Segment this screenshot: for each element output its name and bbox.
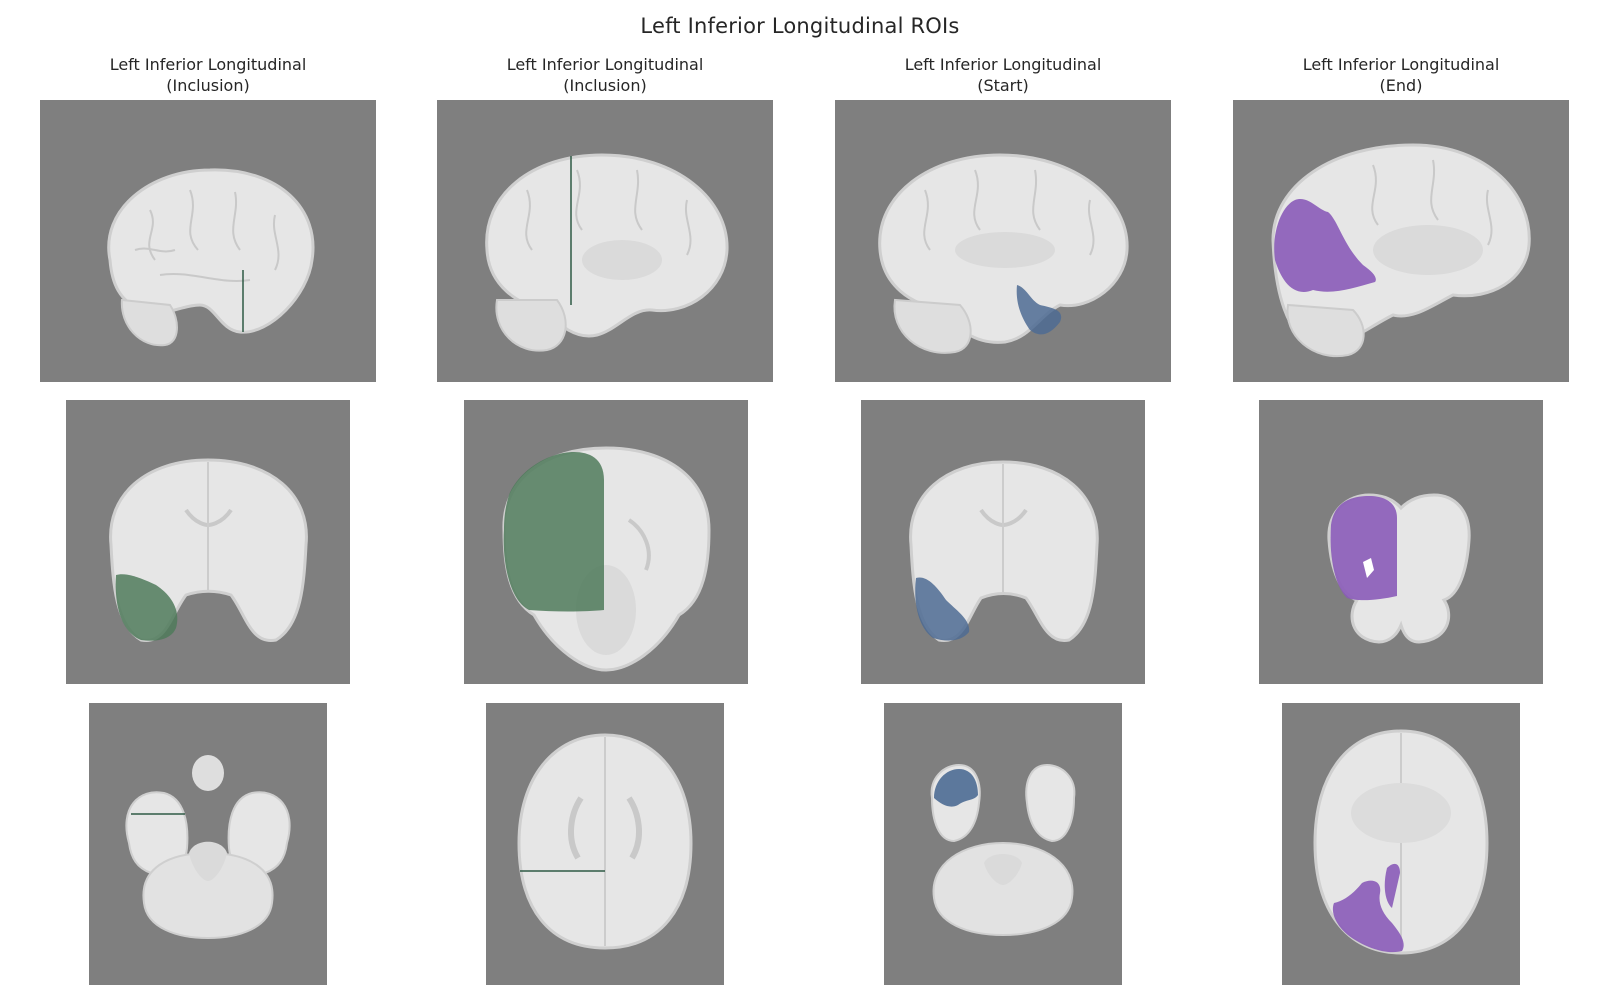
column-title-4-line2: (End) — [1379, 76, 1423, 95]
end-roi-overlay — [1332, 880, 1404, 953]
axial-slice-image — [125, 755, 291, 940]
inclusion-roi-overlay — [115, 574, 178, 641]
panel-axial-col2 — [486, 703, 724, 985]
column-title-4-line1: Left Inferior Longitudinal — [1302, 55, 1500, 74]
start-roi-overlay — [934, 769, 978, 807]
figure-title: Left Inferior Longitudinal ROIs — [640, 14, 960, 38]
panel-sagittal-col4 — [1233, 100, 1569, 382]
panel-sagittal-col1 — [40, 100, 376, 382]
start-roi-overlay — [915, 577, 970, 641]
sagittal-slice-image — [1271, 143, 1531, 358]
panel-coronal-col1 — [66, 400, 350, 684]
panel-coronal-col2 — [464, 400, 748, 684]
panel-coronal-col3 — [861, 400, 1145, 684]
axial-slice-image — [517, 733, 693, 950]
start-roi-overlay — [1016, 285, 1062, 335]
panel-axial-col3 — [884, 703, 1122, 985]
coronal-slice-image — [909, 460, 1099, 642]
column-title-2-line1: Left Inferior Longitudinal — [506, 55, 704, 74]
column-title-1-line1: Left Inferior Longitudinal — [109, 55, 307, 74]
column-title-2-line2: (Inclusion) — [563, 76, 647, 95]
axial-slice-image — [930, 763, 1076, 937]
panel-coronal-col4 — [1259, 400, 1543, 684]
end-roi-overlay — [1330, 496, 1397, 601]
column-title-4: Left Inferior Longitudinal (End) — [1233, 54, 1569, 96]
column-title-1-line2: (Inclusion) — [166, 76, 250, 95]
end-roi-overlay — [1274, 198, 1376, 292]
column-title-3-line2: (Start) — [977, 76, 1029, 95]
column-title-1: Left Inferior Longitudinal (Inclusion) — [40, 54, 376, 96]
column-title-3-line1: Left Inferior Longitudinal — [904, 55, 1102, 74]
panel-axial-col4 — [1282, 703, 1520, 985]
panel-sagittal-col3 — [835, 100, 1171, 382]
column-title-2: Left Inferior Longitudinal (Inclusion) — [437, 54, 773, 96]
coronal-slice-image — [502, 446, 711, 672]
sagittal-slice-image — [485, 153, 729, 352]
sagittal-slice-image — [878, 153, 1129, 354]
coronal-slice-image — [1327, 493, 1471, 644]
column-title-3: Left Inferior Longitudinal (Start) — [835, 54, 1171, 96]
inclusion-roi-overlay — [503, 452, 604, 612]
axial-slice-image — [1313, 729, 1489, 955]
sagittal-slice-image — [107, 168, 315, 347]
coronal-slice-image — [109, 458, 308, 642]
panel-sagittal-col2 — [437, 100, 773, 382]
panel-axial-col1 — [89, 703, 327, 985]
